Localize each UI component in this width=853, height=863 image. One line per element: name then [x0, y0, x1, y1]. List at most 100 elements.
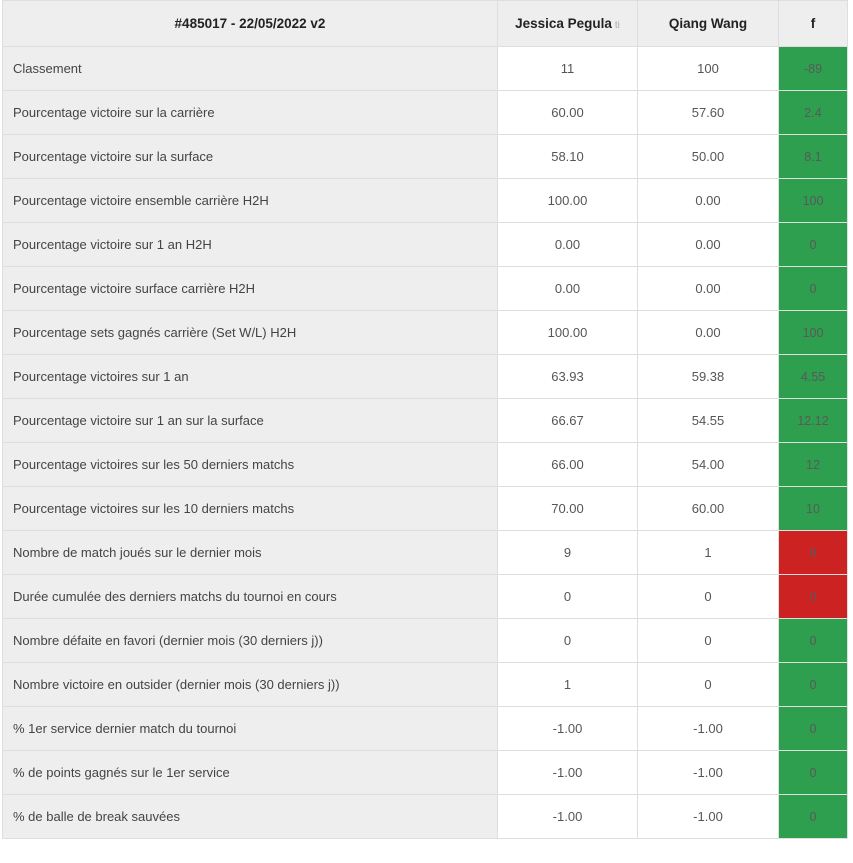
table-row: Classement 11 100 -89 [2, 46, 848, 91]
player1-value: 0.00 [497, 222, 638, 267]
diff-value: 12 [778, 442, 848, 487]
diff-value: 100 [778, 310, 848, 355]
stat-label: % de balle de break sauvées [2, 794, 498, 839]
player1-value: -1.00 [497, 794, 638, 839]
header-row: #485017 - 22/05/2022 v2 Jessica Pegula ti… [2, 0, 848, 47]
table-row: Pourcentage victoire sur 1 an H2H 0.00 0.0… [2, 222, 848, 267]
diff-value: 0 [778, 574, 848, 619]
stat-label: Classement [2, 46, 498, 91]
table-row: Nombre de match joués sur le dernier moi… [2, 530, 848, 575]
table-row: % de balle de break sauvées -1.00 -1.00 0 [2, 794, 848, 839]
player1-value: 0.00 [497, 266, 638, 311]
diff-value: 0 [778, 794, 848, 839]
table-row: Pourcentage victoire surface carrière H2… [2, 266, 848, 311]
stat-label: % 1er service dernier match du tournoi [2, 706, 498, 751]
stat-label: Nombre de match joués sur le dernier moi… [2, 530, 498, 575]
player2-value: 100 [637, 46, 779, 91]
table-row: Pourcentage victoires sur les 10 dernier… [2, 486, 848, 531]
table-row: Pourcentage victoire sur 1 an sur la sur… [2, 398, 848, 443]
stat-label: Nombre victoire en outsider (dernier moi… [2, 662, 498, 707]
player1-value: 63.93 [497, 354, 638, 399]
diff-value: 4.55 [778, 354, 848, 399]
player1-note: ti [614, 20, 620, 31]
player1-name: Jessica Pegula [515, 16, 612, 31]
player1-value: 1 [497, 662, 638, 707]
table-body: Classement 11 100 -89 Pourcentage victoire s… [2, 46, 848, 839]
player2-value: -1.00 [637, 706, 779, 751]
table-row: Nombre victoire en outsider (dernier moi… [2, 662, 848, 707]
player2-header[interactable]: Qiang Wang [637, 0, 779, 47]
player1-value: 0 [497, 618, 638, 663]
stat-label: Pourcentage victoires sur les 10 dernier… [2, 486, 498, 531]
player1-value: 11 [497, 46, 638, 91]
player2-value: -1.00 [637, 794, 779, 839]
player1-value: 58.10 [497, 134, 638, 179]
player2-value: 0.00 [637, 310, 779, 355]
stat-label: Pourcentage sets gagnés carrière (Set W/… [2, 310, 498, 355]
table-row: Pourcentage victoire ensemble carrière H… [2, 178, 848, 223]
stat-label: Pourcentage victoire sur la surface [2, 134, 498, 179]
player2-value: 59.38 [637, 354, 779, 399]
diff-value: 0 [778, 750, 848, 795]
stat-label: Pourcentage victoires sur 1 an [2, 354, 498, 399]
table-row: Pourcentage victoire sur la surface 58.10… [2, 134, 848, 179]
diff-value: 10 [778, 486, 848, 531]
player1-header[interactable]: Jessica Pegula ti [497, 0, 638, 47]
player2-value: 0 [637, 662, 779, 707]
player1-value: 66.67 [497, 398, 638, 443]
diff-value: 100 [778, 178, 848, 223]
table-row: Pourcentage victoire sur la carrière 60.0… [2, 90, 848, 135]
table-row: Pourcentage victoires sur 1 an 63.93 59.38… [2, 354, 848, 399]
player2-value: 0 [637, 574, 779, 619]
match-title-header: #485017 - 22/05/2022 v2 [2, 0, 498, 47]
table-row: Nombre défaite en favori (dernier mois (… [2, 618, 848, 663]
player1-value: 70.00 [497, 486, 638, 531]
player2-value: 54.55 [637, 398, 779, 443]
stat-label: Nombre défaite en favori (dernier mois (… [2, 618, 498, 663]
player1-value: 100.00 [497, 310, 638, 355]
diff-value: 0 [778, 662, 848, 707]
stat-label: Pourcentage victoire sur 1 an sur la sur… [2, 398, 498, 443]
stat-label: Durée cumulée des derniers matchs du tou… [2, 574, 498, 619]
player1-value: 60.00 [497, 90, 638, 135]
diff-value: 0 [778, 266, 848, 311]
table-row: Durée cumulée des derniers matchs du tou… [2, 574, 848, 619]
player2-value: 60.00 [637, 486, 779, 531]
diff-value: 2.4 [778, 90, 848, 135]
player1-value: 0 [497, 574, 638, 619]
table-row: Pourcentage sets gagnés carrière (Set W/… [2, 310, 848, 355]
stat-label: Pourcentage victoires sur les 50 dernier… [2, 442, 498, 487]
player1-value: -1.00 [497, 706, 638, 751]
stat-label: % de points gagnés sur le 1er service [2, 750, 498, 795]
player2-value: 57.60 [637, 90, 779, 135]
table-row: Pourcentage victoires sur les 50 dernier… [2, 442, 848, 487]
diff-header: f [778, 0, 848, 47]
diff-value: 0 [778, 222, 848, 267]
player2-value: 50.00 [637, 134, 779, 179]
table-header: #485017 - 22/05/2022 v2 Jessica Pegula ti… [2, 0, 848, 47]
table-row: % de points gagnés sur le 1er service -1.… [2, 750, 848, 795]
player2-value: -1.00 [637, 750, 779, 795]
stat-label: Pourcentage victoire sur 1 an H2H [2, 222, 498, 267]
stat-label: Pourcentage victoire ensemble carrière H… [2, 178, 498, 223]
player2-value: 54.00 [637, 442, 779, 487]
player1-value: -1.00 [497, 750, 638, 795]
stat-label: Pourcentage victoire surface carrière H2… [2, 266, 498, 311]
match-stats-table: #485017 - 22/05/2022 v2 Jessica Pegula ti… [2, 0, 848, 839]
player2-value: 0.00 [637, 178, 779, 223]
player2-value: 1 [637, 530, 779, 575]
table-row: % 1er service dernier match du tournoi -1… [2, 706, 848, 751]
player2-value: 0 [637, 618, 779, 663]
player2-value: 0.00 [637, 266, 779, 311]
stat-label: Pourcentage victoire sur la carrière [2, 90, 498, 135]
diff-value: 12.12 [778, 398, 848, 443]
diff-value: 8.1 [778, 134, 848, 179]
diff-value: 0 [778, 706, 848, 751]
diff-value: -89 [778, 46, 848, 91]
diff-value: 8 [778, 530, 848, 575]
player1-value: 100.00 [497, 178, 638, 223]
player1-value: 66.00 [497, 442, 638, 487]
player2-value: 0.00 [637, 222, 779, 267]
player1-value: 9 [497, 530, 638, 575]
diff-value: 0 [778, 618, 848, 663]
